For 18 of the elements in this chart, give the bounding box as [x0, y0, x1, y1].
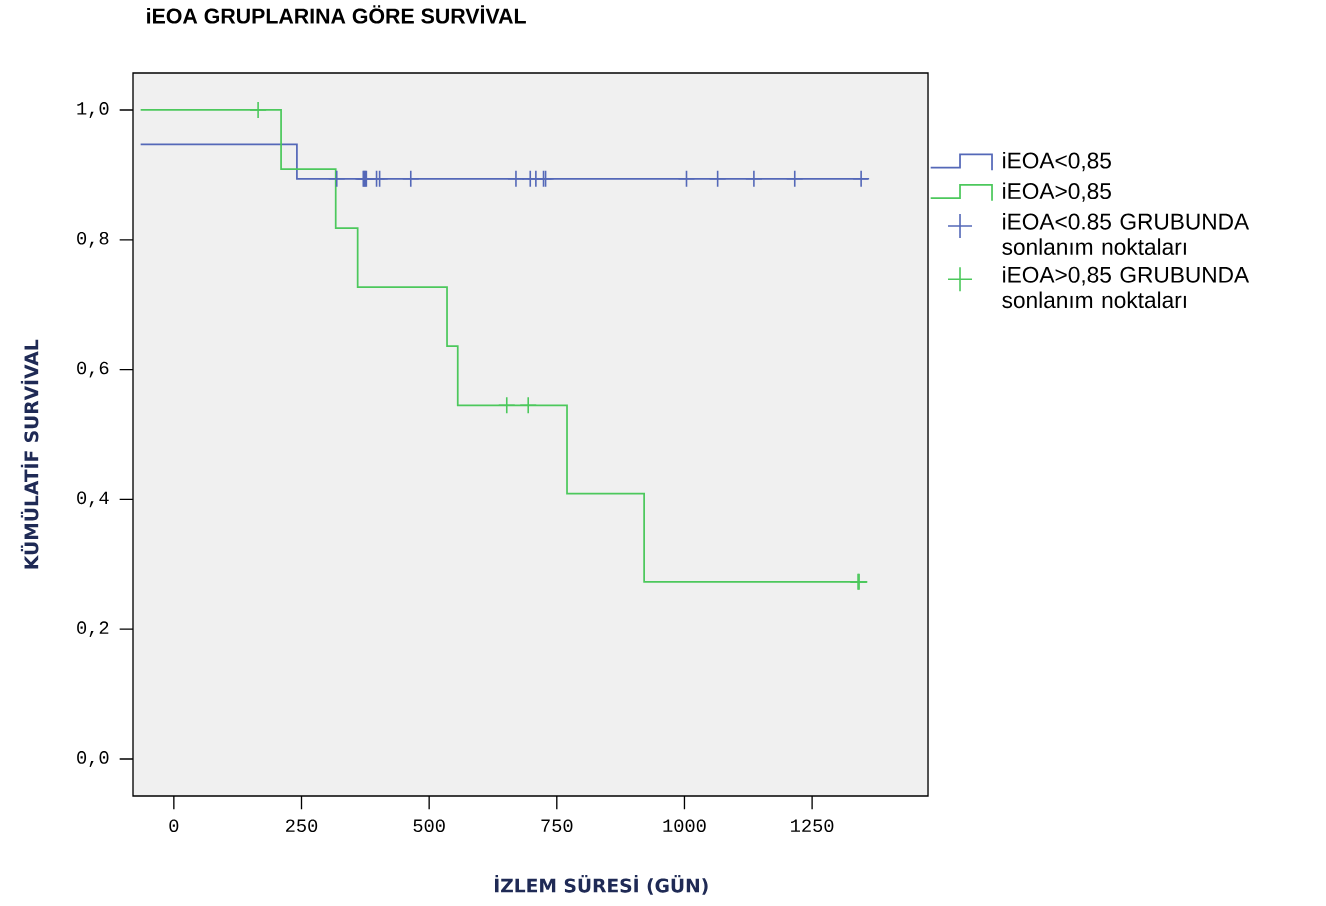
x-tick-label: 1000	[663, 819, 706, 833]
chart-title: iEOA GRUPLARINA GÖRE SURVİVAL	[147, 5, 526, 24]
y-tick-label: 0,0	[77, 751, 109, 767]
y-axis-title: KÜMÜLATİF SURVİVAL	[20, 339, 39, 569]
x-tick-label: 750	[541, 819, 573, 833]
y-tick-label: 1,0	[77, 102, 109, 118]
x-tick-label: 250	[286, 819, 318, 833]
legend-label: iEOA<0,85	[1003, 151, 1111, 172]
x-tick-label: 1250	[791, 819, 834, 833]
x-tick-label: 500	[413, 819, 445, 833]
x-axis-title: İZLEM SÜRESİ (GÜN)	[494, 875, 708, 895]
y-tick-label: 0,6	[77, 361, 109, 378]
y-tick-label: 0,4	[77, 491, 109, 508]
legend-label: iEOA>0,85 GRUBUNDA sonlanım noktaları	[1002, 266, 1250, 309]
y-tick-label: 0,2	[77, 621, 109, 638]
legend-label: iEOA>0,85	[1003, 182, 1111, 202]
y-tick-label: 0,8	[77, 231, 109, 248]
x-tick-label: 0	[169, 819, 179, 833]
